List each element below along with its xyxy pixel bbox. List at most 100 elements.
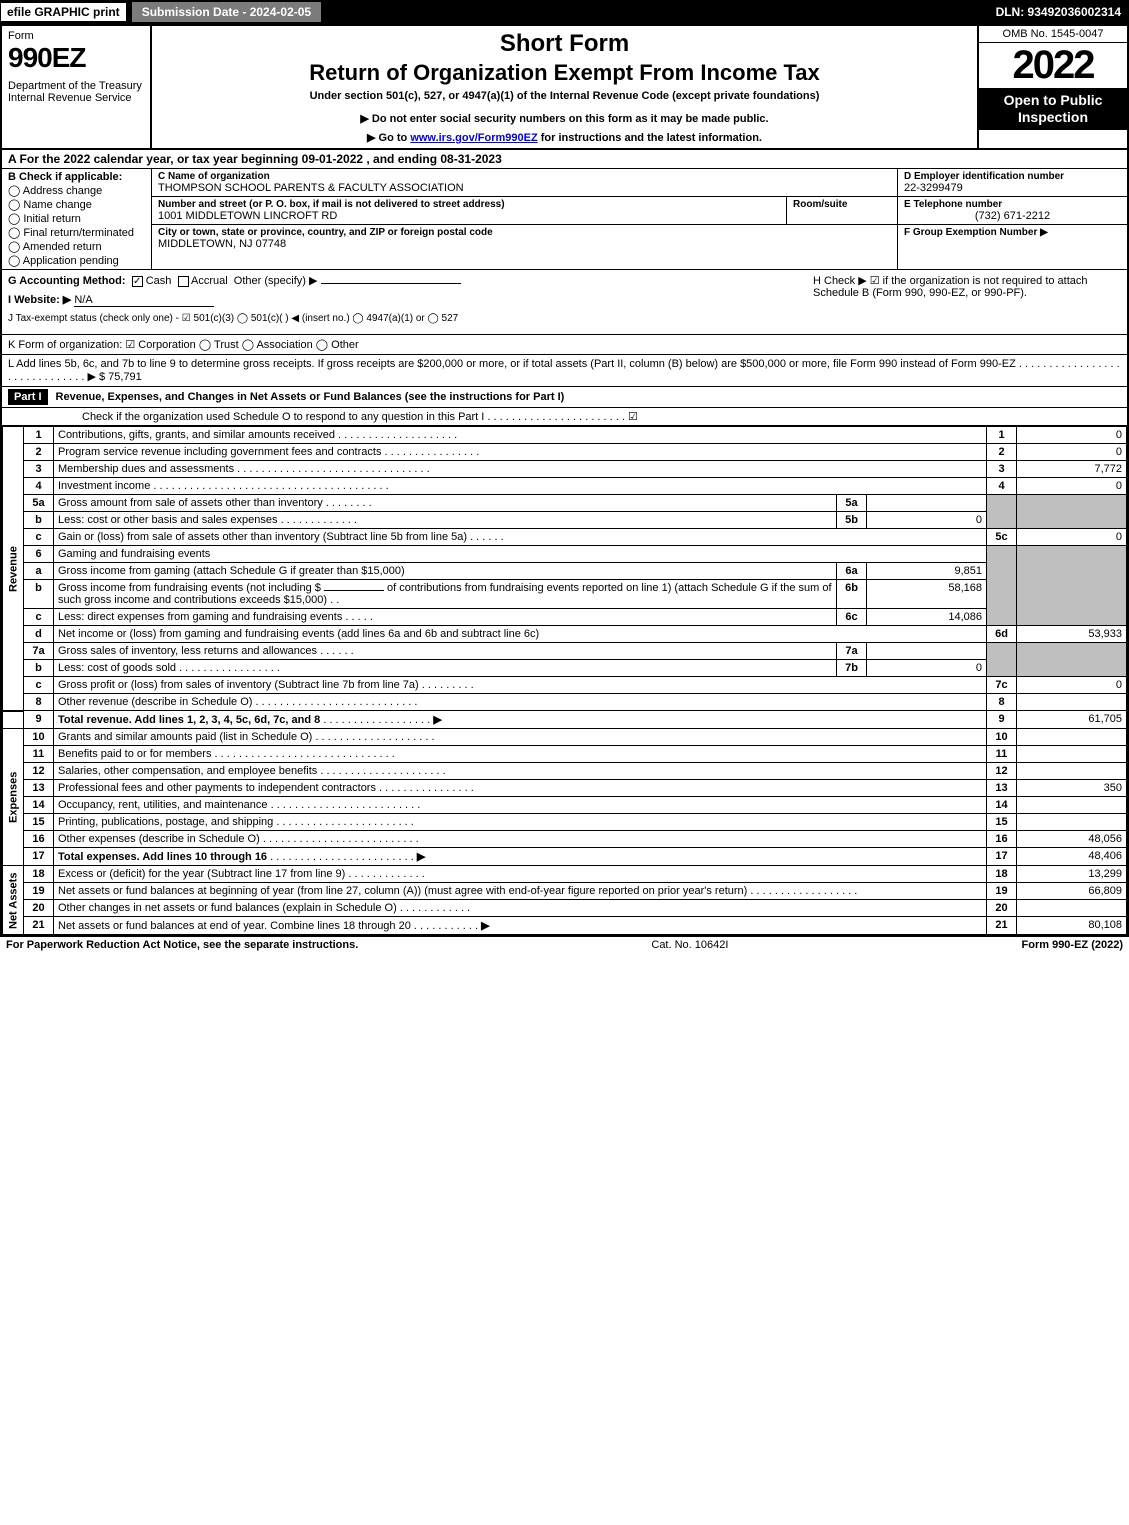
line-a: A For the 2022 calendar year, or tax yea… [2, 150, 1127, 169]
form-outer: Form 990EZ Department of the Treasury In… [0, 24, 1129, 937]
line-1-row: Revenue 1 Contributions, gifts, grants, … [3, 427, 1127, 444]
line-6c-amount: 14,086 [867, 609, 987, 626]
line-7b-amount: 0 [867, 660, 987, 677]
line-12-amount [1017, 763, 1127, 780]
header-right: OMB No. 1545-0047 2022 Open to Public In… [977, 26, 1127, 148]
short-form-label: Short Form [160, 30, 969, 58]
line-1-amount: 0 [1017, 427, 1127, 444]
phone-cell: E Telephone number (732) 671-2212 [898, 197, 1127, 225]
line-2-row: 2 Program service revenue including gove… [3, 444, 1127, 461]
line-i: I Website: ▶ N/A [8, 293, 801, 307]
line-6a-amount: 9,851 [867, 563, 987, 580]
check-application-pending[interactable]: ◯ Application pending [8, 254, 145, 267]
check-final-return[interactable]: ◯ Final return/terminated [8, 226, 145, 239]
line-5c-amount: 0 [1017, 529, 1127, 546]
form-number: 990EZ [8, 42, 144, 74]
open-to-public: Open to Public Inspection [979, 88, 1127, 130]
line-g: G Accounting Method: Cash Accrual Other … [8, 274, 801, 287]
efile-label: efile GRAPHIC print [0, 2, 127, 22]
city-label: City or town, state or province, country… [158, 227, 891, 238]
line-6d-row: d Net income or (loss) from gaming and f… [3, 626, 1127, 643]
check-accrual[interactable] [178, 276, 189, 287]
line-2-amount: 0 [1017, 444, 1127, 461]
part-1-title: Revenue, Expenses, and Changes in Net As… [56, 391, 565, 403]
line-5a-row: 5a Gross amount from sale of assets othe… [3, 495, 1127, 512]
line-15-row: 15 Printing, publications, postage, and … [3, 814, 1127, 831]
section-b-header: B Check if applicable: [8, 171, 122, 183]
line-3-amount: 7,772 [1017, 461, 1127, 478]
do-not-enter: ▶ Do not enter social security numbers o… [160, 112, 969, 125]
line-k: K Form of organization: ☑ Corporation ◯ … [2, 335, 1127, 355]
tax-year: 2022 [979, 43, 1127, 88]
check-amended-return[interactable]: ◯ Amended return [8, 240, 145, 253]
line-19-row: 19 Net assets or fund balances at beginn… [3, 883, 1127, 900]
section-b: B Check if applicable: ◯ Address change … [2, 169, 152, 269]
room-cell: Room/suite [787, 197, 897, 224]
lines-ghij: G Accounting Method: Cash Accrual Other … [2, 270, 1127, 335]
department-label: Department of the Treasury Internal Reve… [8, 80, 144, 104]
line-14-row: 14 Occupancy, rent, utilities, and maint… [3, 797, 1127, 814]
line-21-amount: 80,108 [1017, 917, 1127, 935]
line-1-ref: 1 [987, 427, 1017, 444]
line-6-row: 6 Gaming and fundraising events [3, 546, 1127, 563]
dln-label: DLN: 93492036002314 [988, 2, 1129, 22]
line-6b-amount: 58,168 [867, 580, 987, 609]
line-17-amount: 48,406 [1017, 848, 1127, 866]
part-1-label: Part I [8, 389, 48, 405]
street-value: 1001 MIDDLETOWN LINCROFT RD [158, 210, 780, 222]
line-3-row: 3 Membership dues and assessments . . . … [3, 461, 1127, 478]
line-1-desc: Contributions, gifts, grants, and simila… [58, 429, 335, 441]
line-5b-amount: 0 [867, 512, 987, 529]
line-9-amount: 61,705 [1017, 711, 1127, 729]
street-label: Number and street (or P. O. box, if mail… [158, 199, 780, 210]
footer-paperwork: For Paperwork Reduction Act Notice, see … [6, 939, 358, 951]
check-address-change[interactable]: ◯ Address change [8, 184, 145, 197]
line-7c-row: c Gross profit or (loss) from sales of i… [3, 677, 1127, 694]
line-13-row: 13 Professional fees and other payments … [3, 780, 1127, 797]
line-4-amount: 0 [1017, 478, 1127, 495]
check-cash[interactable] [132, 276, 143, 287]
line-20-amount [1017, 900, 1127, 917]
line-17-row: 17 Total expenses. Add lines 10 through … [3, 848, 1127, 866]
ein-label: D Employer identification number [904, 171, 1121, 182]
line-7a-row: 7a Gross sales of inventory, less return… [3, 643, 1127, 660]
line-6b-row: b Gross income from fundraising events (… [3, 580, 1127, 609]
address-row: Number and street (or P. O. box, if mail… [152, 197, 897, 225]
ein-cell: D Employer identification number 22-3299… [898, 169, 1127, 197]
line-16-row: 16 Other expenses (describe in Schedule … [3, 831, 1127, 848]
form-title: Return of Organization Exempt From Incom… [160, 60, 969, 86]
ghij-left: G Accounting Method: Cash Accrual Other … [2, 270, 807, 334]
ein-value: 22-3299479 [904, 182, 1121, 194]
city-value: MIDDLETOWN, NJ 07748 [158, 238, 891, 250]
line-1-num: 1 [24, 427, 54, 444]
line-15-amount [1017, 814, 1127, 831]
form-word: Form [8, 30, 144, 42]
irs-link[interactable]: www.irs.gov/Form990EZ [410, 132, 537, 144]
line-h: H Check ▶ ☑ if the organization is not r… [807, 270, 1127, 334]
entity-info-row: B Check if applicable: ◯ Address change … [2, 169, 1127, 270]
goto-post: for instructions and the latest informat… [538, 132, 762, 144]
top-bar: efile GRAPHIC print Submission Date - 20… [0, 0, 1129, 24]
line-5a-amount [867, 495, 987, 512]
goto-pre: ▶ Go to [367, 132, 410, 144]
line-9-row: 9 Total revenue. Add lines 1, 2, 3, 4, 5… [3, 711, 1127, 729]
check-name-change[interactable]: ◯ Name change [8, 198, 145, 211]
line-6d-amount: 53,933 [1017, 626, 1127, 643]
omb-number: OMB No. 1545-0047 [979, 26, 1127, 43]
line-j: J Tax-exempt status (check only one) - ☑… [8, 313, 801, 324]
footer: For Paperwork Reduction Act Notice, see … [0, 937, 1129, 953]
check-initial-return[interactable]: ◯ Initial return [8, 212, 145, 225]
line-g-label: G Accounting Method: [8, 275, 126, 287]
org-name-cell: C Name of organization THOMPSON SCHOOL P… [152, 169, 897, 197]
form-header: Form 990EZ Department of the Treasury In… [2, 26, 1127, 150]
section-c: C Name of organization THOMPSON SCHOOL P… [152, 169, 897, 269]
part-1-header-row: Part I Revenue, Expenses, and Changes in… [2, 387, 1127, 408]
footer-form-id: Form 990-EZ (2022) [1022, 939, 1123, 951]
revenue-section-label: Revenue [3, 427, 24, 711]
part-1-check: Check if the organization used Schedule … [2, 408, 1127, 426]
line-10-amount [1017, 729, 1127, 746]
line-8-amount [1017, 694, 1127, 711]
line-4-row: 4 Investment income . . . . . . . . . . … [3, 478, 1127, 495]
netassets-section-label: Net Assets [3, 866, 24, 935]
line-14-amount [1017, 797, 1127, 814]
